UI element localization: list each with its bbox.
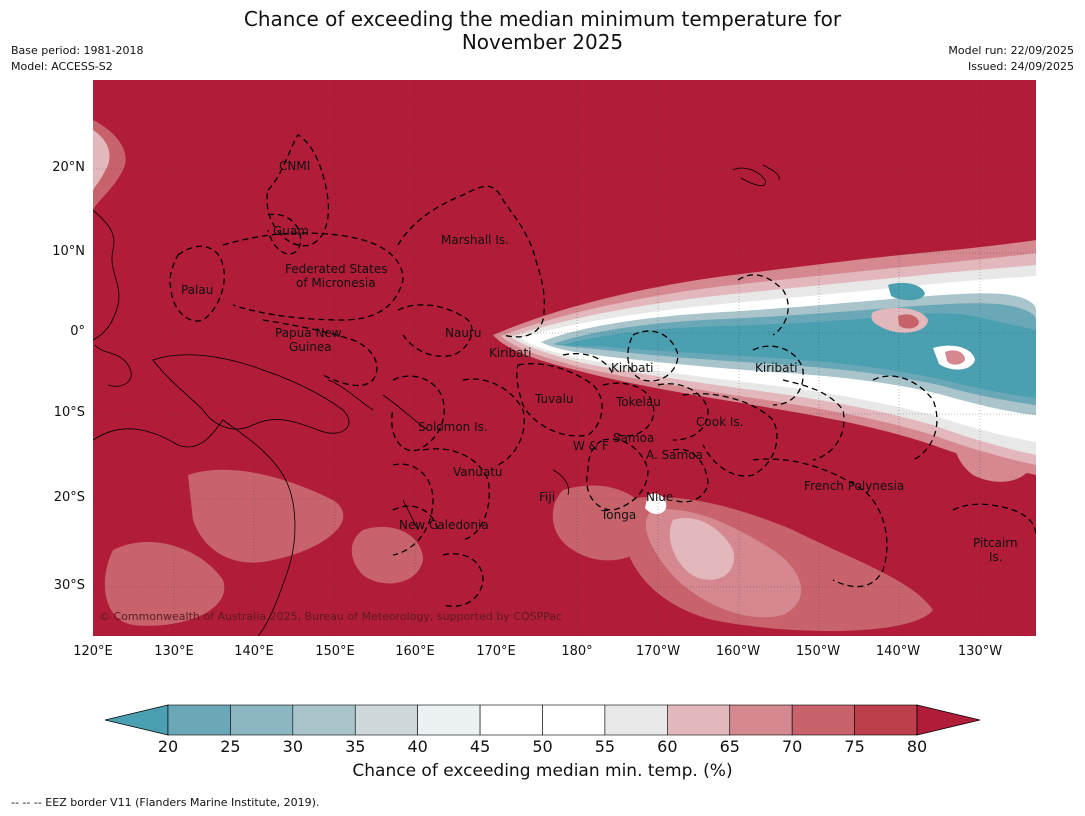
lon-label-170e: 170°E xyxy=(476,644,516,659)
base-period: Base period: 1981-2018 xyxy=(11,44,144,57)
label-samoa: Samoa xyxy=(613,431,654,445)
label-cnmi: CNMI xyxy=(279,159,310,173)
pocket-east-red xyxy=(898,314,919,329)
colorbar xyxy=(105,704,980,736)
pocket-east-pink xyxy=(945,350,965,365)
lon-label-140w: 140°W xyxy=(875,644,921,659)
colorbar-segment xyxy=(167,704,231,736)
label-kiribati-west: Kiribati xyxy=(489,346,531,360)
label-cook-is: Cook Is. xyxy=(696,415,743,429)
colorbar-label: Chance of exceeding median min. temp. (%… xyxy=(352,761,733,781)
graticule xyxy=(93,80,1036,636)
lon-label-160w: 160°W xyxy=(715,644,761,659)
lon-label-120e: 120°E xyxy=(73,644,113,659)
chart-title-line1: Chance of exceeding the median minimum t… xyxy=(243,7,842,31)
label-niue: Niue xyxy=(646,490,673,504)
label-solomon-is: Solomon Is. xyxy=(418,420,488,434)
label-tuvalu: Tuvalu xyxy=(534,392,574,406)
lat-label-30s: 30°S xyxy=(53,578,85,593)
label-american-samoa: A. Samoa xyxy=(646,448,703,462)
eez-footnote: -- -- -- EEZ border V11 (Flanders Marine… xyxy=(11,796,320,809)
shading-west-light xyxy=(93,130,110,190)
label-wallis-futuna: W & F xyxy=(573,439,609,453)
colorbar-extend-low xyxy=(105,704,169,736)
lon-label-160e: 160°E xyxy=(395,644,435,659)
colorbar-tick-label: 80 xyxy=(906,737,928,756)
colorbar-segment xyxy=(479,704,543,736)
colorbar-segment xyxy=(417,704,481,736)
colorbar-extend-high xyxy=(916,704,980,736)
colorbar-segment xyxy=(542,704,606,736)
label-png-line2: Guinea xyxy=(289,340,332,354)
model-run: Model run: 22/09/2025 xyxy=(948,44,1074,57)
lon-label-180: 180° xyxy=(561,644,593,659)
colorbar-tick-label: 65 xyxy=(719,737,740,756)
colorbar-tick-label: 20 xyxy=(157,737,179,756)
shading-tasman xyxy=(351,526,423,584)
colorbar-tick-label: 25 xyxy=(220,737,241,756)
colorbar-segment xyxy=(292,704,356,736)
lon-label-130e: 130°E xyxy=(154,644,194,659)
label-pitcairn-line2: Is. xyxy=(989,550,1003,564)
label-marshall-is: Marshall Is. xyxy=(441,233,509,247)
colorbar-tick-label: 60 xyxy=(657,737,678,756)
pocket-east-teal xyxy=(888,282,925,301)
colorbar-tick-label: 40 xyxy=(407,737,428,756)
shading-south-west-2 xyxy=(104,541,225,626)
label-vanuatu: Vanuatu xyxy=(453,465,503,479)
label-kiribati-central: Kiribati xyxy=(611,361,653,375)
lat-label-10s: 10°S xyxy=(53,405,85,420)
colorbar-segment xyxy=(854,704,918,736)
shading-south-east-light xyxy=(669,518,734,580)
region-labels: CNMI Guam Marshall Is. Federated States … xyxy=(181,159,1018,564)
label-tokelau: Tokelau xyxy=(615,395,661,409)
lat-label-0: 0° xyxy=(70,324,85,339)
label-fsm-line1: Federated States xyxy=(285,262,387,276)
lon-label-150e: 150°E xyxy=(315,644,355,659)
lon-label-140e: 140°E xyxy=(234,644,274,659)
shading-niue-white xyxy=(645,493,667,514)
shading-south-west xyxy=(188,469,344,563)
lat-label-20s: 20°S xyxy=(53,490,85,505)
label-fiji: Fiji xyxy=(539,490,555,504)
colorbar-tick-label: 30 xyxy=(282,737,303,756)
colorbar-tick-label: 50 xyxy=(532,737,553,756)
colorbar-tick-label: 55 xyxy=(594,737,616,756)
shading-equatorial-core-teal xyxy=(563,313,1036,398)
lon-label-170w: 170°W xyxy=(635,644,681,659)
model-name: Model: ACCESS-S2 xyxy=(11,60,113,73)
label-palau: Palau xyxy=(181,283,213,297)
label-kiribati-east: Kiribati xyxy=(755,361,797,375)
label-png-line1: Papua New xyxy=(275,326,342,340)
label-tonga: Tonga xyxy=(600,508,636,522)
forecast-map: CNMI Guam Marshall Is. Federated States … xyxy=(93,80,1036,636)
label-guam: Guam xyxy=(273,224,309,238)
eez-borders xyxy=(169,134,1036,607)
colorbar-segment xyxy=(667,704,731,736)
issued-date: Issued: 24/09/2025 xyxy=(967,60,1074,73)
colorbar-tick-label: 70 xyxy=(781,737,803,756)
copyright-notice: © Commonwealth of Australia 2025, Bureau… xyxy=(99,610,562,623)
chart-title-line2: November 2025 xyxy=(461,30,624,54)
label-new-caledonia: New Caledonia xyxy=(399,518,489,532)
colorbar-segment xyxy=(230,704,294,736)
label-nauru: Nauru xyxy=(445,326,481,340)
label-fsm-line2: of Micronesia xyxy=(296,276,376,290)
coastlines xyxy=(93,164,780,636)
lat-label-10n: 10°N xyxy=(52,244,85,259)
colorbar-segment xyxy=(604,704,668,736)
lon-label-130w: 130°W xyxy=(957,644,1003,659)
label-pitcairn-line1: Pitcairn xyxy=(973,536,1018,550)
lon-label-150w: 150°W xyxy=(795,644,841,659)
lat-label-20n: 20°N xyxy=(52,160,85,175)
colorbar-segment xyxy=(791,704,855,736)
colorbar-tick-label: 45 xyxy=(469,737,491,756)
colorbar-segment xyxy=(729,704,793,736)
colorbar-tick-label: 35 xyxy=(345,737,366,756)
map-svg: CNMI Guam Marshall Is. Federated States … xyxy=(93,80,1036,636)
colorbar-segment xyxy=(354,704,418,736)
label-french-polynesia: French Polynesia xyxy=(804,479,904,493)
colorbar-tick-label: 75 xyxy=(844,737,865,756)
